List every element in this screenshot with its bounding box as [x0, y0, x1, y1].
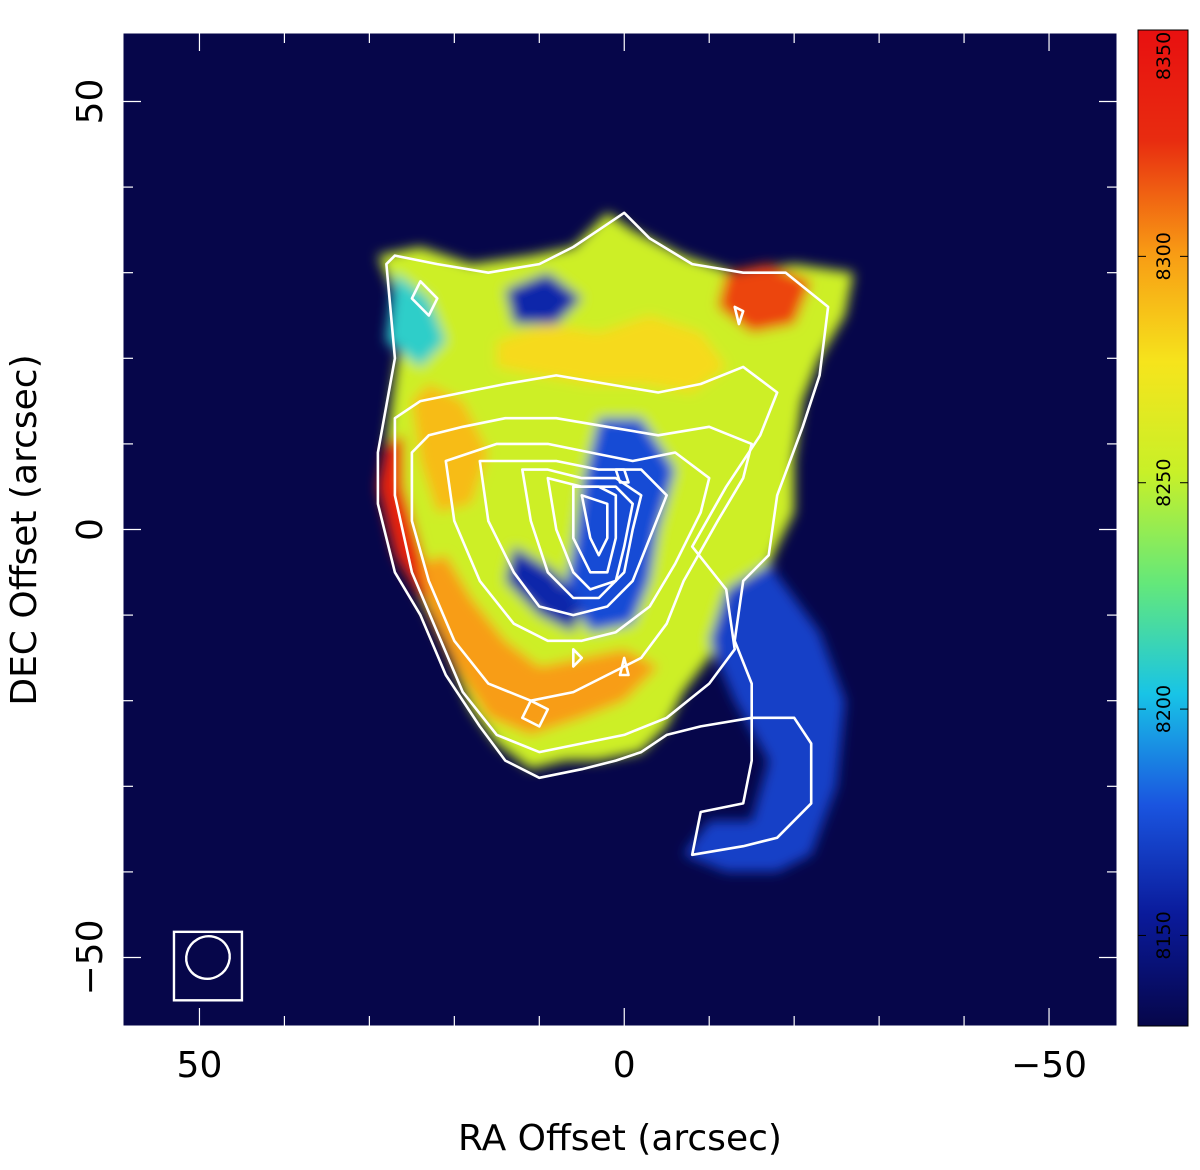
- colorbar-tick-label: 8200: [1153, 685, 1175, 733]
- contour-level-1: [376, 211, 830, 857]
- x-tick-label: 50: [177, 1045, 223, 1086]
- colorbar-tick-label: 8250: [1153, 459, 1175, 507]
- x-axis-title: RA Offset (arcsec): [458, 1118, 782, 1159]
- heatmap-region-south-central-blue: [505, 546, 582, 633]
- y-tick-label: −50: [70, 920, 111, 996]
- beam-layer: [172, 930, 244, 1002]
- contour-level-11: [410, 280, 439, 317]
- beam-ellipse: [185, 935, 231, 980]
- heatmap-region-east-orange-patch: [411, 384, 489, 513]
- colorbar-gradient: [1138, 30, 1188, 1026]
- colorbar-ticks: 8150 8200 8250 8300 8350: [1138, 29, 1188, 960]
- x-tick-label: −50: [1011, 1045, 1087, 1086]
- colorbar: 8150 8200 8250 8300 8350: [1137, 29, 1189, 1027]
- contour-level-12: [521, 699, 550, 728]
- contour-level-14: [572, 648, 584, 668]
- y-axis-title: DEC Offset (arcsec): [4, 354, 45, 705]
- contour-level-15: [618, 656, 630, 677]
- y-tick-label: 50: [70, 79, 111, 125]
- tick-layer: [123, 33, 1117, 1026]
- heatmap-regions: [377, 212, 854, 872]
- contour-level-3: [410, 416, 753, 702]
- contour-level-9: [580, 494, 609, 557]
- contour-level-10: [614, 468, 630, 484]
- heatmap-region-southeast-orange-arc: [420, 555, 659, 735]
- heatmap-layer: [377, 212, 854, 872]
- colorbar-tick-label: 8300: [1153, 232, 1175, 280]
- heatmap-region-northeast-blue-patch: [386, 272, 446, 367]
- colorbar-frame: [1137, 29, 1189, 1027]
- heatmap-region-north-blue-hole: [505, 272, 582, 325]
- contour-level-5: [478, 459, 668, 617]
- contour-level-13: [733, 305, 745, 326]
- colorbar-tick-label: 8150: [1153, 911, 1175, 959]
- x-tick-label: 0: [613, 1045, 636, 1086]
- contour-level-8: [572, 485, 618, 574]
- contour-level-4: [444, 442, 711, 643]
- colorbar-tick-label: 8350: [1153, 32, 1175, 80]
- plot-area: [122, 32, 1118, 1027]
- contour-level-2: [393, 365, 779, 754]
- axis-labels: 50 0 −50 50 0 −50: [70, 79, 1087, 1086]
- contour-layer: [376, 211, 830, 857]
- heatmap-region-north-yellow-band: [496, 315, 727, 393]
- beam-box: [172, 930, 244, 1002]
- y-tick-label: 0: [70, 518, 111, 541]
- contour-level-6: [521, 468, 643, 600]
- heatmap-region-central-blue-core: [564, 418, 676, 633]
